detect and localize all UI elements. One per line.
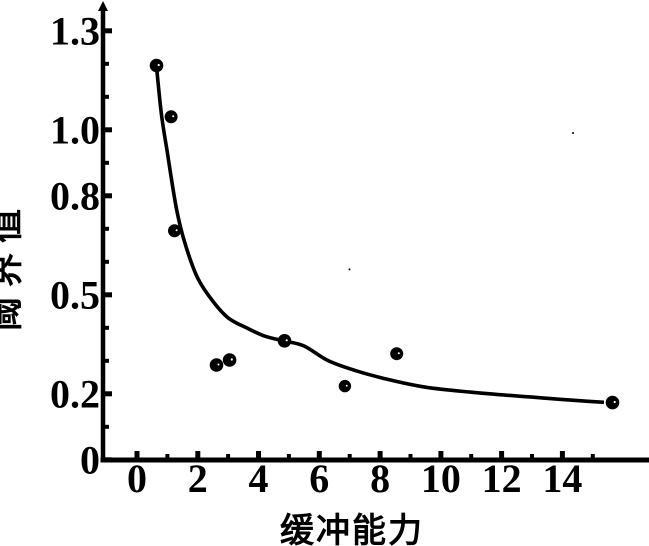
- svg-text:0.5: 0.5: [50, 272, 100, 317]
- svg-text:0.8: 0.8: [50, 173, 100, 218]
- svg-text:12: 12: [482, 456, 522, 501]
- svg-text:4: 4: [249, 456, 269, 501]
- svg-text:14: 14: [542, 456, 582, 501]
- svg-text:0: 0: [127, 456, 147, 501]
- svg-text:缓冲能力: 缓冲能力: [280, 512, 424, 546]
- svg-text:1.3: 1.3: [50, 8, 100, 53]
- svg-text:2: 2: [188, 456, 208, 501]
- svg-text:10: 10: [421, 456, 461, 501]
- svg-text:0: 0: [80, 437, 100, 482]
- svg-text:0.2: 0.2: [50, 371, 100, 416]
- svg-text:8: 8: [370, 456, 390, 501]
- svg-text:1.0: 1.0: [50, 107, 100, 152]
- svg-text:6: 6: [309, 456, 329, 501]
- svg-text:阈界值: 阈界值: [0, 199, 26, 331]
